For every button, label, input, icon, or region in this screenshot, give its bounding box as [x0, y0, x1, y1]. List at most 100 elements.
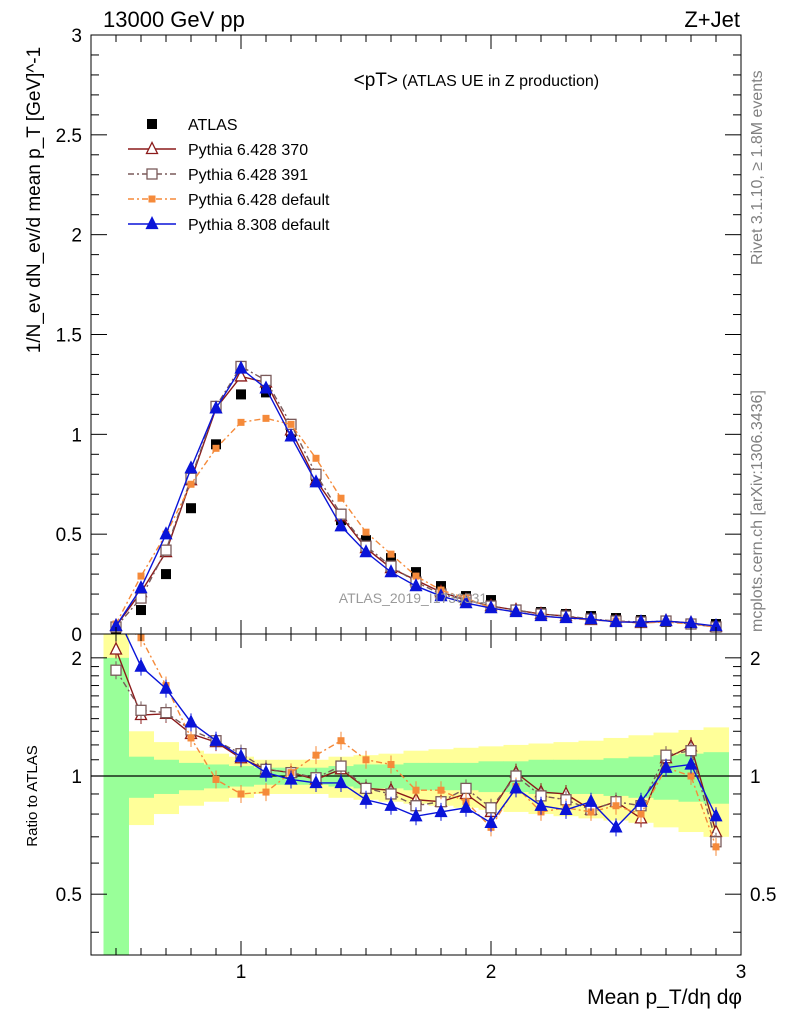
ratio-band-inner — [103, 657, 129, 955]
ratio-point-3 — [559, 801, 573, 815]
ratio-point-1 — [335, 760, 347, 772]
ratio-point-2 — [387, 760, 395, 768]
side-text-top: Rivet 3.1.10, ≥ 1.8M events — [749, 70, 766, 265]
data-point-atlas — [136, 605, 146, 616]
ratio-point-3 — [384, 797, 398, 811]
ratio-band-inner — [628, 756, 654, 798]
series-point-3 — [634, 614, 648, 628]
ratio-band-inner — [578, 759, 604, 794]
ratio-point-3 — [359, 791, 373, 805]
series-point-2 — [312, 454, 320, 462]
legend-marker-atlas — [147, 119, 157, 129]
ratio-point-1 — [485, 802, 497, 814]
legend-label: Pythia 6.428 370 — [188, 142, 308, 159]
main-y-tick-label: 0 — [71, 625, 82, 646]
series-point-2 — [212, 444, 220, 452]
series-point-3 — [534, 608, 548, 622]
ratio-point-3 — [659, 759, 673, 773]
ratio-point-3 — [434, 803, 448, 818]
ratio-point-2 — [187, 734, 195, 742]
ratio-point-1 — [135, 704, 147, 716]
ratio-point-3 — [134, 658, 148, 672]
main-panel: 0 0.5 1 1.5 2 2.5 3 <pT> (ATLAS UE in Z produc… — [24, 26, 742, 646]
series-point-3 — [659, 613, 673, 627]
side-text-bottom: mcplots.cern.ch [arXiv:1306.3436] — [749, 390, 766, 632]
series-point-2 — [137, 572, 145, 580]
legend-label: Pythia 8.308 default — [188, 217, 330, 234]
series-point-2 — [187, 480, 195, 488]
ratio-band-inner — [603, 758, 629, 796]
main-y-tick-label: 1.5 — [56, 326, 82, 347]
ratio-y-tick-label-right: 1 — [750, 767, 761, 788]
ratio-point-3 — [409, 808, 423, 822]
main-y-tick-label: 3 — [71, 26, 82, 47]
y-axis-label: 1/N_ev dN_ev/d mean p_T [GeV]^-1 — [24, 47, 45, 353]
ratio-point-0 — [109, 641, 123, 655]
series-point-3 — [559, 610, 573, 624]
ratio-point-1 — [660, 749, 672, 761]
ratio-panel: 1 2 3 0.5 0.5 1 1 2 2 Ratio to ATLAS Mean p_T/dη… — [24, 607, 776, 1009]
ratio-point-3 — [509, 780, 523, 794]
ratio-point-2 — [212, 775, 220, 783]
legend-marker — [146, 168, 158, 180]
x-axis-label: Mean p_T/dη dφ — [587, 986, 742, 1009]
ratio-point-3 — [634, 793, 648, 807]
ratio-y-tick-label-right: 2 — [750, 649, 761, 670]
series-point-3 — [309, 474, 323, 488]
series-point-3 — [134, 580, 148, 594]
ratio-point-3 — [111, 607, 122, 618]
series-point-2 — [287, 420, 295, 428]
series-point-3 — [384, 564, 398, 578]
ratio-point-3 — [234, 748, 248, 762]
series-point-3 — [234, 360, 248, 374]
ratio-point-3 — [584, 793, 598, 807]
header-right: Z+Jet — [684, 7, 740, 32]
ratio-point-2 — [362, 756, 370, 764]
ratio-point-1 — [685, 745, 697, 757]
data-point-atlas — [361, 535, 371, 546]
series-point-3 — [259, 380, 273, 394]
ratio-band-inner — [153, 759, 179, 794]
data-point-atlas — [186, 503, 196, 514]
series-point-3 — [334, 518, 348, 532]
series-point-1 — [335, 508, 347, 520]
ratio-point-1 — [460, 782, 472, 795]
ratio-point-2 — [712, 843, 720, 851]
ratio-point-3 — [709, 808, 723, 822]
ratio-point-1 — [160, 707, 172, 719]
series-point-3 — [509, 604, 523, 618]
ratio-point-2 — [687, 772, 695, 780]
series-point-1 — [160, 544, 172, 556]
ratio-point-2 — [637, 810, 645, 818]
series-point-3 — [459, 595, 473, 609]
x-tick-label: 2 — [486, 962, 497, 983]
main-y-tick-label: 2.5 — [56, 126, 82, 147]
ratio-point-3 — [609, 819, 623, 833]
main-y-tick-label: 1 — [71, 425, 82, 446]
series-point-2 — [412, 572, 420, 580]
x-tick-label: 1 — [236, 962, 247, 983]
legend-label: Pythia 6.428 391 — [188, 167, 308, 184]
header-left: 13000 GeV pp — [103, 7, 245, 32]
series-point-3 — [434, 588, 448, 602]
chart-subtitle: (ATLAS UE in Z production) — [402, 73, 599, 90]
ratio-band-inner — [128, 756, 154, 798]
ratio-point-3 — [484, 814, 498, 828]
ratio-point-3 — [284, 771, 298, 785]
legend: ATLAS Pythia 6.428 370 Pythia 6.428 391 Pyt… — [128, 117, 330, 234]
ratio-y-tick-label: 2 — [71, 649, 82, 670]
series-point-3 — [359, 544, 373, 558]
legend-marker — [145, 216, 159, 230]
ratio-point-2 — [587, 808, 595, 816]
series-point-3 — [284, 428, 298, 442]
data-point-atlas — [386, 553, 396, 564]
series-point-0 — [234, 368, 248, 382]
ratio-point-2 — [237, 790, 245, 798]
chart-title: <pT> — [354, 70, 398, 91]
series-point-2 — [237, 418, 245, 426]
series-point-3 — [609, 614, 623, 628]
ratio-point-3 — [159, 680, 173, 694]
ratio-point-2 — [612, 802, 620, 810]
main-y-tick-label: 2 — [71, 226, 82, 247]
